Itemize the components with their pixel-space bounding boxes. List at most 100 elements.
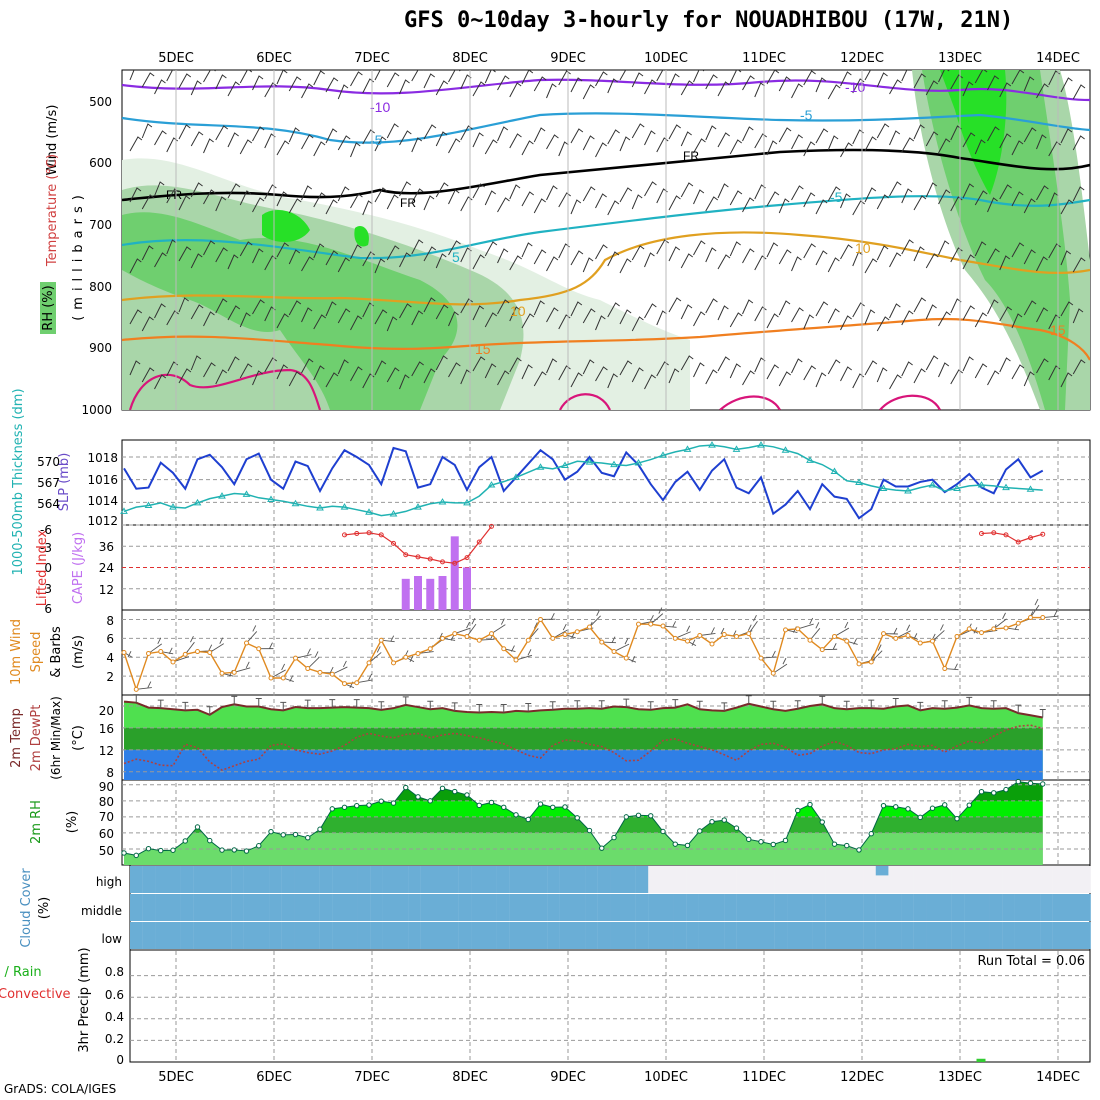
cloud-cell-middle bbox=[218, 894, 232, 921]
wind-barb bbox=[154, 374, 167, 390]
cloud-cell-middle bbox=[319, 894, 333, 921]
date-tick-top: 5DEC bbox=[158, 51, 194, 66]
rh-storm-green bbox=[922, 70, 1070, 410]
thickness-point bbox=[463, 498, 471, 506]
wind-barb bbox=[448, 240, 461, 256]
wind-speed-point bbox=[844, 638, 850, 644]
cloud-cell-middle bbox=[483, 894, 497, 921]
date-tick-bottom: 8DEC bbox=[452, 1070, 488, 1085]
wind-speed-point bbox=[158, 649, 164, 655]
wind-barb bbox=[864, 70, 872, 81]
wind-barb bbox=[374, 70, 381, 81]
wind-barb bbox=[460, 369, 472, 385]
wind-barb bbox=[950, 74, 964, 90]
wind-barb bbox=[313, 243, 325, 259]
wind-barb bbox=[717, 132, 730, 148]
wind-barb bbox=[729, 312, 743, 328]
cloud-cell-low bbox=[762, 922, 775, 949]
precip-tick: 0 bbox=[116, 1053, 124, 1067]
cloud-cell-middle bbox=[787, 894, 801, 921]
thickness-point bbox=[855, 478, 863, 485]
wind-barb bbox=[987, 370, 1000, 386]
wind-barb bbox=[680, 131, 692, 147]
temp2m-line bbox=[123, 700, 1043, 719]
cloud-cell-middle bbox=[180, 894, 194, 921]
wind-barb bbox=[141, 194, 155, 210]
date-tick-bottom: 6DEC bbox=[256, 1070, 292, 1085]
wind-barb bbox=[533, 76, 547, 92]
wind-barb bbox=[435, 304, 449, 320]
wind-speed-point bbox=[170, 659, 176, 665]
wind-speed-point bbox=[562, 632, 568, 638]
wind10m-barb bbox=[491, 618, 506, 634]
wind-barb bbox=[680, 80, 694, 96]
wind-barb bbox=[876, 316, 890, 332]
precip-convective-label: Convective bbox=[0, 987, 71, 1002]
cloud-cell-middle bbox=[559, 894, 573, 921]
wind-barb bbox=[852, 78, 865, 94]
wind-barb bbox=[546, 256, 559, 272]
wind10m-barb bbox=[209, 637, 224, 653]
wind-speed-point bbox=[268, 675, 274, 681]
wind-barb bbox=[288, 371, 302, 387]
wind-barb bbox=[876, 72, 888, 88]
wind-barb bbox=[925, 131, 939, 147]
cloud-cell-low bbox=[180, 922, 194, 949]
wind-barb bbox=[840, 71, 852, 87]
cloud-cell-low bbox=[585, 922, 598, 949]
wind-barb bbox=[558, 70, 571, 86]
wind-barb bbox=[925, 182, 938, 198]
wind-barb bbox=[362, 129, 375, 145]
wind-barb bbox=[521, 140, 534, 156]
rh-point bbox=[1040, 781, 1046, 787]
wind-speed-point bbox=[758, 655, 764, 661]
cloud-cell-middle bbox=[193, 894, 206, 921]
wind-barb bbox=[533, 198, 546, 214]
slp-tick: 1012 bbox=[87, 514, 118, 528]
rh-legend-swatch bbox=[40, 282, 56, 334]
cloud-cell-low bbox=[686, 922, 699, 949]
thickness-point bbox=[536, 463, 545, 470]
cloud-cell-low bbox=[610, 922, 624, 949]
wind-barb bbox=[264, 184, 277, 200]
wind-barb bbox=[129, 187, 142, 203]
rh-point bbox=[562, 804, 568, 810]
wind-barb bbox=[313, 141, 326, 157]
wind-barb bbox=[693, 240, 706, 256]
cloud-cell-low bbox=[1078, 922, 1091, 949]
wind-speed-point bbox=[280, 675, 286, 681]
cloud-cell-low bbox=[724, 922, 737, 949]
pressure-tick: 900 bbox=[89, 341, 112, 355]
lifted-index-point bbox=[366, 530, 372, 536]
rh-point bbox=[660, 828, 666, 835]
wind-barb bbox=[203, 240, 216, 256]
wind-barb bbox=[472, 305, 485, 321]
wind-barb bbox=[987, 248, 1000, 264]
wind-speed-point bbox=[832, 633, 837, 639]
wind-labels: 10m Wind Speed & Barbs (m/s) bbox=[9, 619, 86, 685]
wind-speed-point bbox=[464, 633, 470, 639]
wind10m-barb bbox=[993, 612, 1007, 630]
rh-point bbox=[133, 852, 139, 859]
wind-barb bbox=[754, 255, 767, 271]
cloud-cell-low bbox=[483, 922, 497, 949]
lifted-index-point bbox=[1003, 532, 1009, 538]
wind-barb bbox=[938, 362, 950, 378]
cloud-cell-middle bbox=[1078, 894, 1091, 921]
wind-barb bbox=[668, 124, 681, 140]
cloud-cell-high bbox=[534, 866, 548, 893]
wind-barb bbox=[938, 311, 951, 327]
rh-point bbox=[599, 845, 605, 851]
wind-barb bbox=[497, 75, 510, 91]
lifted-index-point bbox=[1028, 535, 1033, 541]
wind-barb bbox=[374, 309, 388, 325]
contour-label: -5 bbox=[800, 107, 813, 123]
cape-bar bbox=[414, 576, 422, 610]
wind-barb bbox=[141, 123, 153, 139]
rh-point bbox=[917, 814, 923, 821]
wind-barb bbox=[570, 77, 583, 93]
wind-speed-point bbox=[966, 626, 972, 632]
thickness-point bbox=[291, 499, 300, 507]
cloud-cell-middle bbox=[850, 894, 864, 921]
wind-speed-point bbox=[636, 621, 641, 627]
